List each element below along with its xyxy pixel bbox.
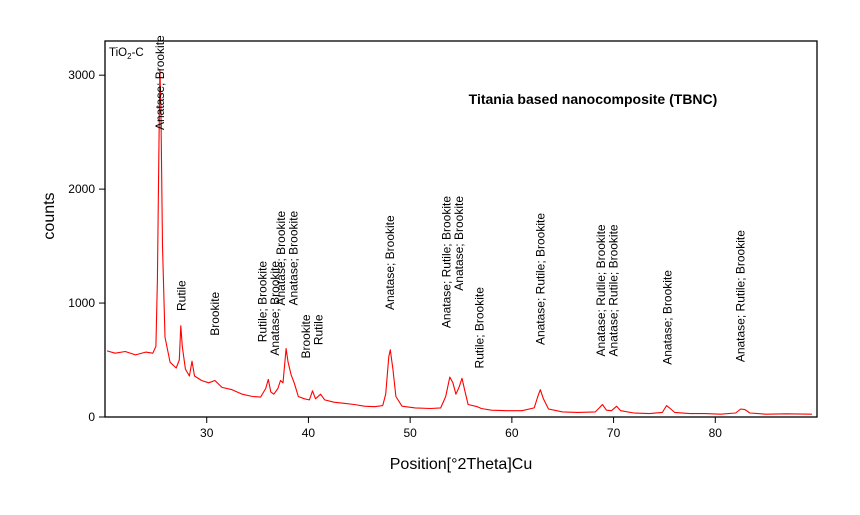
diffraction-pattern-line xyxy=(106,68,812,415)
peak-label: Anatase; Brookite xyxy=(274,210,288,305)
x-tick-label: 50 xyxy=(403,426,417,440)
x-tick-label: 40 xyxy=(302,426,316,440)
sample-label-subscript: 2 xyxy=(127,52,132,61)
y-tick-label: 0 xyxy=(88,410,95,424)
series-group xyxy=(106,68,812,415)
peak-label: Anatase; Brookite xyxy=(153,35,167,130)
y-tick-label: 2000 xyxy=(68,182,95,196)
peak-label: Rutile; Brookite xyxy=(256,261,270,343)
plot-frame xyxy=(104,40,818,418)
peak-label: Anatase; Brookite xyxy=(383,215,397,310)
peak-label: Rutile xyxy=(174,280,188,311)
peak-label: Anatase; Brookite xyxy=(268,261,282,356)
peak-label: Anatase; Brookite xyxy=(661,270,675,365)
sample-label: TiO2-C xyxy=(109,47,144,61)
x-axis: 30 40 50 60 70 80 xyxy=(200,417,722,440)
sample-label-suffix: -C xyxy=(132,47,144,59)
peak-label: Rutile; Brookite xyxy=(472,287,486,369)
peak-label: Rutile xyxy=(312,314,326,345)
y-tick-label: 1000 xyxy=(68,296,95,310)
x-tick-label: 80 xyxy=(709,426,723,440)
peak-label: Anatase; Rutile; Brookite xyxy=(607,224,621,356)
peak-label: Anatase; Rutile; Brookite xyxy=(533,213,547,345)
y-axis-label: counts xyxy=(41,192,58,239)
peak-label: Anatase; Brookite xyxy=(452,196,466,291)
y-axis: 0 1000 2000 3000 xyxy=(68,68,105,424)
x-tick-label: 30 xyxy=(200,426,214,440)
sample-label-base: TiO xyxy=(109,47,127,59)
y-tick-label: 3000 xyxy=(68,68,95,82)
x-tick-label: 70 xyxy=(607,426,621,440)
peak-label: Anatase; Rutile; Brookite xyxy=(440,196,454,328)
peak-label: Anatase; Brookite xyxy=(286,210,300,305)
chart-title: Titania based nanocomposite (TBNC) xyxy=(469,91,718,107)
x-axis-label: Position[°2Theta]Cu xyxy=(390,456,532,473)
peak-label: Anatase; Rutile; Brookite xyxy=(594,224,608,356)
peak-label: Brookite xyxy=(299,314,313,358)
x-tick-label: 60 xyxy=(505,426,519,440)
peak-label: Brookite xyxy=(208,291,222,335)
peak-label: Anatase; Rutile; Brookite xyxy=(734,230,748,362)
